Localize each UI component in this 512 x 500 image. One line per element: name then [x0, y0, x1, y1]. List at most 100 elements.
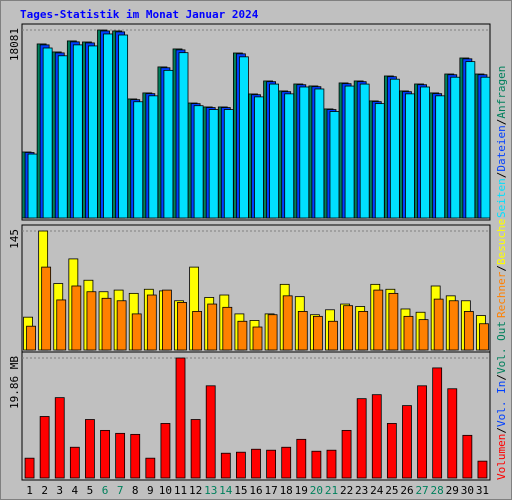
bar	[480, 76, 491, 219]
bar	[448, 300, 459, 351]
bar	[71, 285, 82, 351]
bar	[130, 433, 141, 479]
legend-item: Vol. Out	[495, 321, 508, 374]
bar	[373, 289, 384, 351]
legend: Volumen/Vol. In/Vol. Out	[495, 321, 508, 480]
bar	[133, 101, 144, 219]
legend: Rechner/Besuche	[495, 219, 508, 318]
legend-item: Dateien	[495, 125, 508, 171]
bar	[374, 103, 385, 219]
x-tick-label: 22	[340, 484, 353, 497]
bar	[403, 315, 414, 351]
x-tick-label: 8	[132, 484, 139, 497]
bar	[236, 451, 246, 479]
x-tick-label: 24	[370, 484, 384, 497]
x-tick-label: 11	[174, 484, 187, 497]
bar	[329, 111, 340, 219]
x-tick-label: 30	[461, 484, 474, 497]
bar	[116, 300, 127, 351]
bar	[433, 298, 444, 351]
x-tick-label: 1	[26, 484, 33, 497]
y-tick-label: 19.86 MB	[8, 356, 21, 409]
x-tick-label: 14	[219, 484, 233, 497]
chart-title: Tages-Statistik im Monat Januar 2024	[20, 8, 259, 21]
bar	[450, 76, 461, 219]
x-tick-label: 28	[431, 484, 444, 497]
x-tick-label: 4	[72, 484, 79, 497]
bar	[193, 105, 204, 219]
bar	[160, 423, 171, 479]
bar	[146, 294, 157, 351]
bar	[86, 291, 97, 351]
bar	[266, 449, 276, 479]
bar	[420, 86, 430, 219]
bar	[297, 311, 308, 351]
bar	[54, 397, 65, 479]
bar	[465, 61, 476, 219]
bar	[462, 434, 473, 479]
x-tick-label: 15	[234, 484, 247, 497]
bar	[358, 311, 369, 351]
bar	[344, 85, 355, 219]
bar	[282, 295, 293, 351]
bar	[27, 153, 38, 219]
bar	[463, 311, 474, 351]
bar	[371, 394, 382, 479]
x-tick-label: 18	[280, 484, 293, 497]
bar	[72, 44, 83, 219]
x-tick-label: 17	[264, 484, 277, 497]
legend-item: Besuche	[495, 219, 508, 265]
bar	[115, 432, 126, 479]
x-tick-label: 26	[400, 484, 413, 497]
bar	[417, 385, 427, 479]
bar	[205, 385, 216, 479]
bar	[162, 289, 172, 351]
bar	[328, 320, 338, 351]
bar	[222, 306, 233, 351]
bar	[252, 326, 263, 351]
x-tick-label: 20	[310, 484, 323, 497]
bar	[435, 95, 446, 219]
bar	[24, 457, 35, 479]
bar	[208, 109, 219, 219]
bar	[314, 88, 325, 219]
legend: Seiten/Dateien/Anfragen	[495, 66, 508, 218]
x-tick-label: 9	[147, 484, 154, 497]
x-tick-label: 3	[56, 484, 63, 497]
legend-separator: /	[495, 119, 508, 126]
bar	[343, 305, 353, 351]
bar	[103, 33, 113, 219]
bar	[341, 429, 352, 479]
legend-separator: /	[495, 374, 508, 381]
x-tick-label: 23	[355, 484, 368, 497]
x-tick-label: 6	[102, 484, 109, 497]
legend-item: Anfragen	[495, 66, 508, 119]
x-tick-label: 5	[87, 484, 94, 497]
bar	[389, 78, 400, 219]
legend-item: Vol. In	[495, 381, 508, 427]
bar	[148, 95, 159, 219]
bar	[175, 357, 186, 479]
bar	[418, 319, 429, 351]
bar	[251, 448, 261, 479]
bar	[402, 405, 412, 479]
bar	[131, 313, 142, 351]
bar	[26, 325, 36, 351]
bar	[192, 311, 203, 351]
bar	[299, 86, 310, 219]
bar	[190, 419, 201, 479]
bar	[267, 314, 278, 351]
bar	[447, 388, 458, 479]
x-tick-label: 16	[249, 484, 262, 497]
bar	[356, 398, 367, 479]
legend-separator: /	[495, 172, 508, 179]
legend-item: Volumen	[495, 434, 508, 480]
x-tick-label: 25	[385, 484, 398, 497]
bar	[100, 429, 110, 479]
bar	[311, 450, 322, 479]
bar	[312, 315, 323, 351]
bar	[118, 34, 129, 219]
x-tick-label: 7	[117, 484, 124, 497]
